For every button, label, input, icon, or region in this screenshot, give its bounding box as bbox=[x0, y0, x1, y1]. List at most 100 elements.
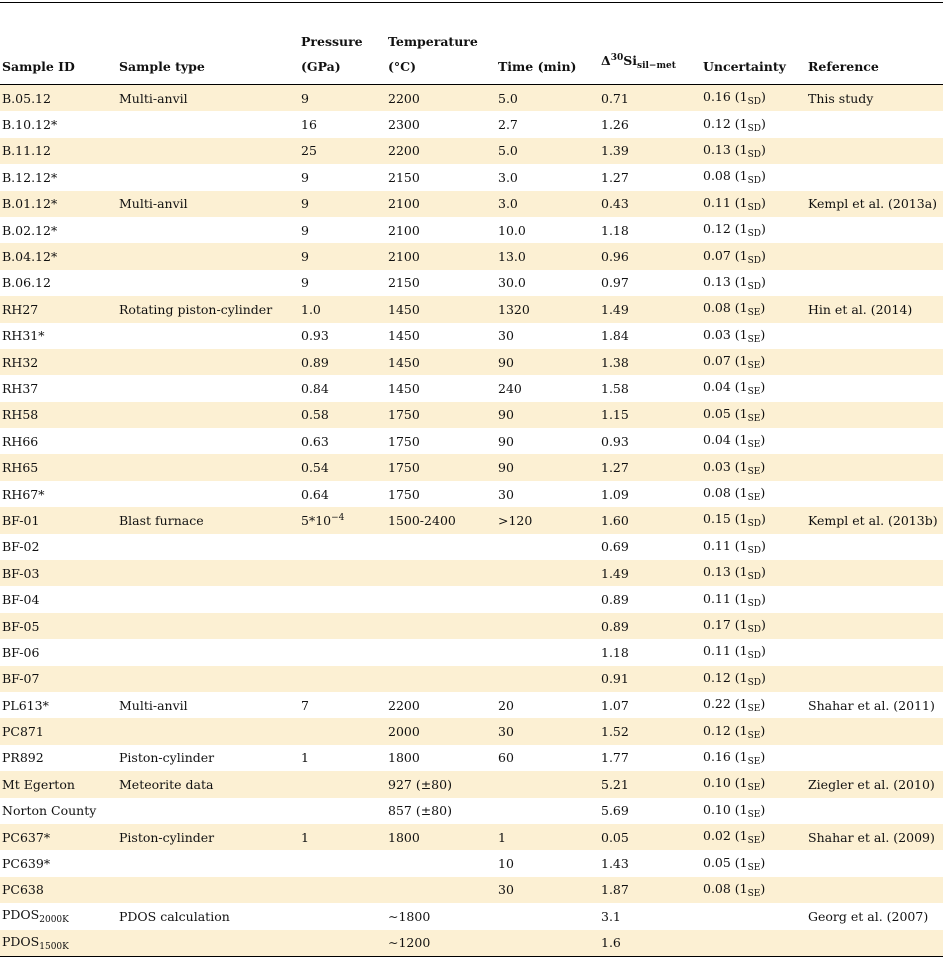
cell-text: ) bbox=[761, 590, 766, 606]
table-cell: PC637* bbox=[0, 824, 117, 850]
table-cell: 0.08 (1SE) bbox=[701, 877, 806, 903]
cell-text: ) bbox=[760, 854, 766, 870]
cell-text: 9 bbox=[301, 275, 309, 291]
cell-text: 2200 bbox=[388, 90, 420, 106]
cell-text: B.04.12* bbox=[2, 249, 58, 265]
cell-text: Ziegler et al. (2010) bbox=[808, 776, 935, 792]
cell-text: 1.77 bbox=[601, 750, 629, 766]
cell-text: 0.93 bbox=[601, 433, 629, 449]
table-cell bbox=[117, 798, 299, 824]
cell-text: ∼1800 bbox=[388, 908, 431, 924]
table-cell: 0.10 (1SE) bbox=[701, 771, 806, 797]
cell-text: Time (min) bbox=[498, 59, 577, 74]
table-cell: 90 bbox=[496, 428, 599, 454]
cell-text: 1.49 bbox=[601, 301, 629, 317]
cell-text: 2200 bbox=[388, 697, 420, 713]
subscript: 2000K bbox=[39, 915, 69, 926]
header-line: Sample type bbox=[119, 54, 299, 79]
subscript: SE bbox=[747, 413, 761, 424]
column-header: Reference bbox=[806, 3, 943, 85]
subscript: SD bbox=[747, 651, 762, 662]
table-cell: 1.18 bbox=[599, 217, 701, 243]
cell-text: 9 bbox=[301, 169, 309, 185]
cell-text: 0.08 (1 bbox=[703, 168, 748, 184]
cell-text: 5.0 bbox=[498, 143, 518, 159]
cell-text: 9 bbox=[301, 249, 309, 265]
subscript: SE bbox=[747, 308, 761, 319]
table-cell: 0.64 bbox=[299, 481, 386, 507]
table-cell: 10.0 bbox=[496, 217, 599, 243]
table-cell: Multi-anvil bbox=[117, 191, 299, 217]
table-row: Norton County 857 (±80) 5.69 0.10 (1SE) bbox=[0, 798, 943, 824]
table-cell bbox=[496, 771, 599, 797]
table-cell bbox=[386, 639, 496, 665]
table-cell: 0.69 bbox=[599, 534, 701, 560]
cell-text: Multi-anvil bbox=[119, 697, 188, 713]
cell-text: 90 bbox=[498, 433, 514, 449]
cell-text: 2.7 bbox=[498, 117, 518, 133]
cell-text: PC637* bbox=[2, 829, 51, 845]
table-row: BF-05 0.89 0.17 (1SD) bbox=[0, 612, 943, 640]
table-cell: 25 bbox=[299, 138, 386, 164]
cell-text: ) bbox=[761, 617, 766, 632]
table-cell: RH32 bbox=[0, 349, 117, 375]
table-cell: 0.63 bbox=[299, 428, 386, 454]
table-row: B.05.12 Multi-anvil 9 2200 5.0 0.71 0.16 (1SD)… bbox=[0, 84, 943, 112]
table-cell: 0.16 (1SD) bbox=[701, 85, 806, 112]
cell-text: 0.13 (1 bbox=[703, 564, 748, 580]
table-cell bbox=[806, 666, 943, 692]
table-cell: 5.0 bbox=[496, 85, 599, 112]
cell-text: RH32 bbox=[2, 354, 39, 370]
subscript: SD bbox=[747, 598, 762, 609]
table-cell bbox=[386, 534, 496, 560]
cell-text: 1.43 bbox=[601, 856, 629, 872]
cell-text: Shahar et al. (2009) bbox=[808, 829, 935, 845]
table-cell: 2200 bbox=[386, 138, 496, 164]
cell-text: Sample ID bbox=[2, 59, 75, 74]
table-cell bbox=[806, 745, 943, 771]
table-cell: 1.38 bbox=[599, 349, 701, 375]
table-cell: 2100 bbox=[386, 217, 496, 243]
table-cell: RH65 bbox=[0, 454, 117, 480]
table-cell: 0.16 (1SE) bbox=[701, 745, 806, 771]
table-cell: 60 bbox=[496, 745, 599, 771]
table-cell: 1.18 bbox=[599, 639, 701, 665]
cell-text: 0.16 (1 bbox=[703, 89, 748, 105]
table-cell: Blast furnace bbox=[117, 507, 299, 533]
table-row: B.04.12* 9 2100 13.0 0.96 0.07 (1SD) bbox=[0, 243, 943, 270]
cell-text: 30.0 bbox=[498, 275, 526, 291]
table-cell: 1750 bbox=[386, 454, 496, 480]
cell-text: 9 bbox=[301, 196, 309, 212]
subscript: SD bbox=[747, 281, 762, 292]
table-cell: 1.49 bbox=[599, 560, 701, 586]
cell-text: 10.0 bbox=[498, 222, 526, 238]
table-cell: 1450 bbox=[386, 323, 496, 349]
table-cell bbox=[806, 402, 943, 428]
table-cell: 0.08 (1SE) bbox=[701, 296, 806, 322]
table-cell: 0.10 (1SE) bbox=[701, 798, 806, 824]
table-cell: B.01.12* bbox=[0, 191, 117, 217]
table-cell bbox=[117, 428, 299, 454]
cell-text: 0.11 (1 bbox=[703, 537, 748, 553]
cell-text: 0.05 bbox=[601, 829, 629, 845]
cell-text: 1 bbox=[301, 829, 309, 845]
table-cell bbox=[806, 718, 943, 744]
header-line: Reference bbox=[808, 54, 943, 79]
table-cell: RH67* bbox=[0, 481, 117, 507]
cell-text: 90 bbox=[498, 354, 514, 370]
cell-text: PC871 bbox=[2, 724, 44, 740]
subscript: SD bbox=[747, 625, 762, 635]
cell-text: >120 bbox=[498, 512, 533, 528]
column-header: Δ30Sisil−met bbox=[599, 3, 701, 85]
table-cell: 0.11 (1SD) bbox=[701, 586, 806, 612]
table-cell: 1.58 bbox=[599, 375, 701, 401]
cell-text: PDOS bbox=[2, 933, 40, 949]
table-cell: B.02.12* bbox=[0, 217, 117, 243]
table-cell: BF-01 bbox=[0, 507, 117, 533]
cell-text: (°C) bbox=[388, 59, 417, 74]
cell-text: 1.26 bbox=[601, 117, 629, 133]
cell-text: 7 bbox=[301, 697, 309, 713]
table-cell: 0.04 (1SE) bbox=[701, 375, 806, 401]
cell-text: 1.58 bbox=[601, 380, 629, 396]
